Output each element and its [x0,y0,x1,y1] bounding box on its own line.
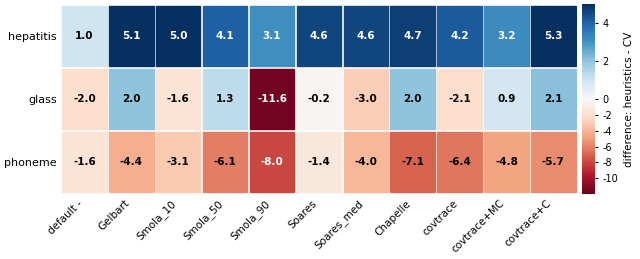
Bar [344,69,388,129]
Text: 1.3: 1.3 [216,94,234,104]
Text: -8.0: -8.0 [260,157,284,167]
Text: -5.7: -5.7 [542,157,565,167]
Text: -4.0: -4.0 [355,157,377,167]
Bar [156,6,200,66]
Text: -3.1: -3.1 [167,157,189,167]
Bar [203,69,248,129]
Bar [390,132,435,192]
Text: 4.2: 4.2 [451,31,469,41]
Text: 0.9: 0.9 [497,94,516,104]
Bar [62,132,107,192]
Bar [296,6,341,66]
Bar [484,132,529,192]
Y-axis label: difference: heuristics - CV: difference: heuristics - CV [624,31,634,167]
Bar [531,69,575,129]
Text: 4.1: 4.1 [216,31,234,41]
Text: -2.0: -2.0 [73,94,96,104]
Bar [390,69,435,129]
Text: 3.1: 3.1 [263,31,281,41]
Text: -1.4: -1.4 [307,157,330,167]
Bar [203,132,248,192]
Bar [296,69,341,129]
Bar [531,132,575,192]
Bar [62,6,107,66]
Bar [156,132,200,192]
Text: 1.0: 1.0 [75,31,93,41]
Text: 5.3: 5.3 [544,31,563,41]
Text: -0.2: -0.2 [308,94,330,104]
Bar [62,69,107,129]
Bar [484,69,529,129]
Bar [344,132,388,192]
Text: 4.6: 4.6 [356,31,375,41]
Text: -11.6: -11.6 [257,94,287,104]
Bar [344,6,388,66]
Bar [156,69,200,129]
Bar [296,132,341,192]
Text: -2.1: -2.1 [448,94,471,104]
Text: -4.4: -4.4 [120,157,143,167]
Text: -6.4: -6.4 [448,157,471,167]
Text: 5.0: 5.0 [169,31,188,41]
Text: -1.6: -1.6 [167,94,189,104]
Bar [531,6,575,66]
Text: -7.1: -7.1 [401,157,424,167]
Bar [250,69,294,129]
Bar [437,132,482,192]
Bar [484,6,529,66]
Bar [250,6,294,66]
Bar [437,69,482,129]
Bar [109,6,154,66]
Text: 2.0: 2.0 [122,94,141,104]
Text: -3.0: -3.0 [355,94,377,104]
Bar [203,6,248,66]
Text: -4.8: -4.8 [495,157,518,167]
Text: -6.1: -6.1 [214,157,237,167]
Text: -1.6: -1.6 [73,157,96,167]
Text: 5.1: 5.1 [122,31,141,41]
Text: 4.6: 4.6 [310,31,328,41]
Text: 4.7: 4.7 [403,31,422,41]
Text: 2.0: 2.0 [403,94,422,104]
Bar [109,132,154,192]
Text: 2.1: 2.1 [544,94,563,104]
Text: 3.2: 3.2 [497,31,516,41]
Bar [390,6,435,66]
Bar [250,132,294,192]
Bar [109,69,154,129]
Bar [437,6,482,66]
